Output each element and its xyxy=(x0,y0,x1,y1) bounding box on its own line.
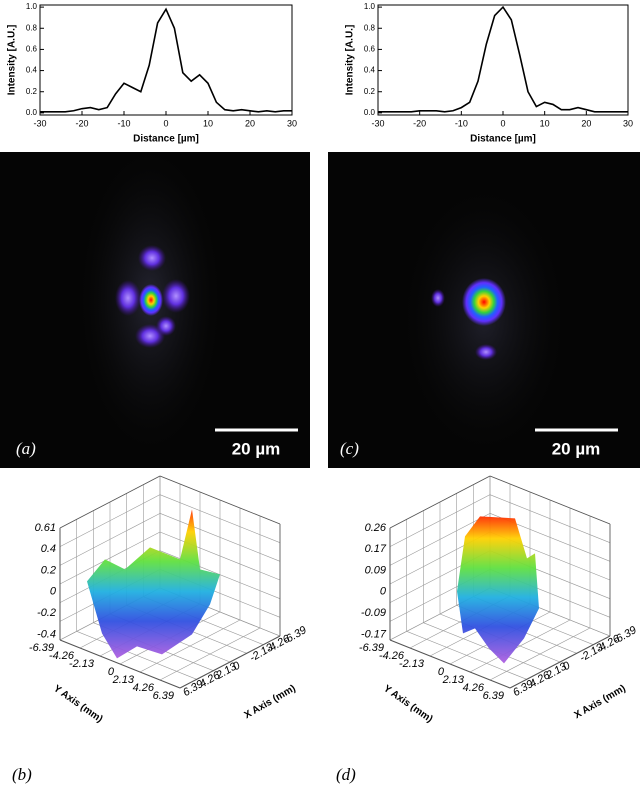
z-tick-label: 0 xyxy=(50,586,57,598)
blob xyxy=(431,289,445,307)
y-tick-label: 1.0 xyxy=(26,2,38,11)
x-tick-label: 10 xyxy=(203,118,213,128)
blob xyxy=(115,280,141,316)
y-tick-label: 0.8 xyxy=(364,23,376,32)
y-tick-label: 1.0 xyxy=(364,2,376,11)
axis-edge xyxy=(389,639,511,689)
x-tick-label: 20 xyxy=(245,118,255,128)
x-axis-label: Distance [µm] xyxy=(470,134,536,145)
panel-label: (a) xyxy=(16,439,36,458)
image-panel-c: 20 µm (c) xyxy=(328,152,640,468)
y-tick-label: 0.8 xyxy=(26,23,38,32)
y-tick-label: 0 xyxy=(108,666,115,678)
y-tick-label: 6.39 xyxy=(153,690,174,702)
x-tick-label: 0 xyxy=(163,118,168,128)
z-tick-label: -0.17 xyxy=(361,628,387,640)
y-tick-label: 0.6 xyxy=(26,45,38,54)
panel-label: (c) xyxy=(340,439,359,458)
y-tick-label: 0.2 xyxy=(364,87,376,96)
y-tick-label: 0 xyxy=(438,666,445,678)
y-tick-label: 0.0 xyxy=(364,108,376,117)
x-tick-label: -6.39 xyxy=(611,624,639,647)
x-tick-label: -10 xyxy=(117,118,130,128)
data-line xyxy=(378,5,628,113)
y-tick-label: 4.26 xyxy=(463,682,485,694)
z-tick-label: 0.09 xyxy=(365,564,386,576)
x-tick-label: -20 xyxy=(75,118,88,128)
x-axis-label: Distance [µm] xyxy=(133,134,199,145)
y-tick-label: -2.13 xyxy=(69,658,95,670)
surface xyxy=(457,516,539,664)
blob xyxy=(138,245,166,271)
x-tick-label: -6.39 xyxy=(281,624,309,647)
x-axis-label: X Axis (mm) xyxy=(572,683,627,721)
scale-bar-label: 20 µm xyxy=(552,439,601,458)
y-tick-label: -6.39 xyxy=(29,642,54,654)
blob xyxy=(156,316,176,336)
z-tick-label: 0 xyxy=(380,586,387,598)
box-edge xyxy=(59,475,161,529)
z-tick-label: -0.2 xyxy=(37,607,56,619)
y-tick-label: 2.13 xyxy=(442,674,465,686)
z-tick-label: -0.09 xyxy=(361,607,386,619)
panel-label: (d) xyxy=(336,765,356,784)
z-tick-label: 0.4 xyxy=(41,543,56,555)
y-tick-label: -4.26 xyxy=(379,650,405,662)
surface-panel: 0.260.170.090-0.09-0.17-6.39-4.26-2.1302… xyxy=(359,475,639,725)
x-tick-label: -10 xyxy=(455,118,468,128)
y-tick-label: -4.26 xyxy=(49,650,75,662)
data-line xyxy=(40,7,292,113)
scale-bar-label: 20 µm xyxy=(232,439,281,458)
y-axis-label: Y Axis (mm) xyxy=(381,683,434,725)
x-tick-label: 30 xyxy=(287,118,297,128)
blob xyxy=(162,279,190,313)
x-tick-label: -30 xyxy=(33,118,46,128)
box-edge xyxy=(389,475,491,529)
peak xyxy=(462,278,506,326)
y-tick-label: 0.4 xyxy=(26,66,38,75)
x-axis-label: X Axis (mm) xyxy=(242,683,297,721)
x-tick-label: -20 xyxy=(413,118,426,128)
box-edge xyxy=(489,475,611,525)
y-tick-label: 0.2 xyxy=(26,87,38,96)
box-edge xyxy=(159,475,281,525)
x-tick-label: 30 xyxy=(623,118,633,128)
z-tick-label: 0.26 xyxy=(365,522,387,534)
y-tick-label: 6.39 xyxy=(483,690,504,702)
z-tick-label: 0.61 xyxy=(35,522,56,534)
y-tick-label: 0.0 xyxy=(26,108,38,117)
y-tick-label: 0.6 xyxy=(364,45,376,54)
axis-edge xyxy=(179,635,281,689)
x-tick-label: 10 xyxy=(540,118,550,128)
surface-panel: 0.610.40.20-0.2-0.4-6.39-4.26-2.1302.134… xyxy=(29,475,309,725)
x-tick-label: -30 xyxy=(371,118,384,128)
y-tick-label: -6.39 xyxy=(359,642,384,654)
y-axis-label: Intensity [A.U.] xyxy=(345,25,356,96)
blob xyxy=(475,344,497,360)
z-tick-label: -0.4 xyxy=(37,628,56,640)
y-tick-label: -2.13 xyxy=(399,658,425,670)
y-axis-label: Y Axis (mm) xyxy=(51,683,104,725)
image-panel-a: 20 µm (a) xyxy=(0,150,310,468)
z-tick-label: 0.2 xyxy=(41,564,56,576)
plot-frame xyxy=(39,4,293,116)
plot-frame xyxy=(377,4,629,116)
surface xyxy=(87,509,220,659)
z-tick-label: 0.17 xyxy=(365,543,387,555)
x-tick-label: 20 xyxy=(581,118,591,128)
axis-edge xyxy=(509,635,611,689)
y-tick-label: 2.13 xyxy=(112,674,135,686)
axis-edge xyxy=(59,639,181,689)
y-axis-label: Intensity [A.U.] xyxy=(7,25,18,96)
y-tick-label: 4.26 xyxy=(133,682,155,694)
panel-label: (b) xyxy=(12,765,32,784)
peak xyxy=(139,284,163,316)
x-tick-label: 0 xyxy=(500,118,505,128)
y-tick-label: 0.4 xyxy=(364,66,376,75)
